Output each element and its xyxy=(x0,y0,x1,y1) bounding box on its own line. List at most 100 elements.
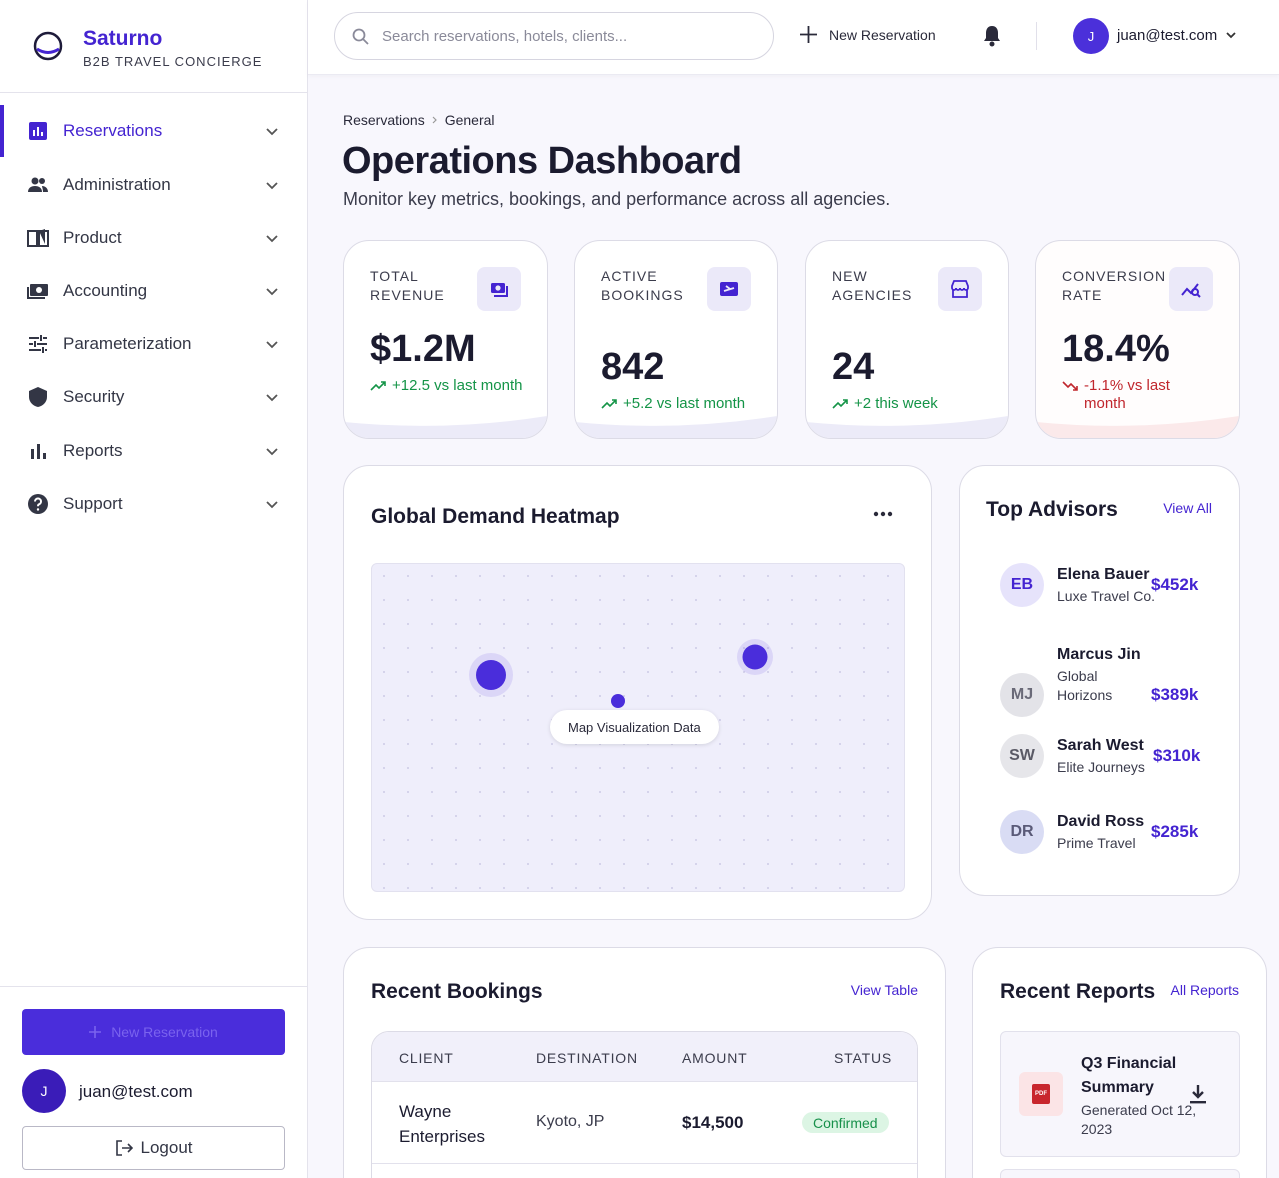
advisor-amount: $310k xyxy=(1153,746,1201,765)
logo xyxy=(33,31,63,61)
chevron xyxy=(1226,32,1236,39)
nav-item[interactable]: Support xyxy=(0,478,307,530)
all-reports-link[interactable]: All Reports xyxy=(1170,982,1239,998)
advisor-avatar: DR xyxy=(1000,810,1044,854)
kpi-value: 842 xyxy=(601,346,665,388)
user-email[interactable]: juan@test.com xyxy=(1117,27,1218,44)
advisor-item[interactable]: DR David Ross Prime Travel $285k xyxy=(1000,810,1220,874)
nav-item[interactable]: Parameterization xyxy=(0,318,307,370)
kpi-icon xyxy=(938,267,982,311)
kpi-label: NEW AGENCIES xyxy=(832,268,913,303)
card-wave xyxy=(1036,416,1239,438)
page-subtitle: Monitor key metrics, bookings, and perfo… xyxy=(343,189,891,209)
download-icon[interactable] xyxy=(1189,1084,1207,1104)
nav-icon xyxy=(31,444,46,459)
kpi-icon-glyph xyxy=(1181,283,1201,298)
column-header: DESTINATION xyxy=(536,1050,638,1066)
card-wave xyxy=(806,416,1008,438)
kpi-card: NEW AGENCIES 24 +2 this week xyxy=(805,240,1009,439)
nav-item[interactable]: Reservations xyxy=(0,105,307,157)
divider xyxy=(1036,22,1037,50)
view-table-link[interactable]: View Table xyxy=(850,982,918,998)
advisor-amount: $285k xyxy=(1151,822,1199,841)
plus-icon xyxy=(89,1026,102,1038)
trend-icon xyxy=(370,381,386,391)
more-menu[interactable] xyxy=(872,510,894,518)
nav-label: Security xyxy=(63,387,125,406)
card-title: Top Advisors xyxy=(986,498,1118,521)
status-badge: Confirmed xyxy=(802,1112,889,1133)
kpi-value: $1.2M xyxy=(370,328,476,370)
kpi-label: ACTIVE BOOKINGS xyxy=(601,268,684,303)
bookings-table: CLIENT DESTINATION AMOUNT STATUS Wayne E… xyxy=(371,1031,918,1178)
nav-label: Product xyxy=(63,228,122,247)
nav-icon xyxy=(29,122,47,140)
kpi-label: TOTAL REVENUE xyxy=(370,268,445,303)
kpi-change: +2 this week xyxy=(832,395,984,413)
link-label: New Reservation xyxy=(829,26,936,43)
notification-bell[interactable] xyxy=(981,24,1003,48)
chevron xyxy=(266,501,278,509)
cell-destination: Kyoto, JP xyxy=(536,1113,605,1130)
trend-icon xyxy=(832,399,848,409)
nav-label: Reservations xyxy=(63,121,163,140)
nav-item[interactable]: Security xyxy=(0,371,307,423)
reports-card: Recent Reports All Reports PDF Q3 Financ… xyxy=(972,947,1267,1178)
kpi-change: +12.5 vs last month xyxy=(370,377,523,395)
advisor-name: David Ross xyxy=(1057,813,1145,830)
kpi-icon-glyph xyxy=(491,283,508,297)
report-item[interactable] xyxy=(1000,1169,1240,1178)
table-row: Wayne Enterprises Kyoto, JP $14,500 Conf… xyxy=(372,1082,917,1164)
logout-icon xyxy=(115,1140,133,1156)
card-title: Recent Bookings xyxy=(371,980,543,1003)
page-title: Operations Dashboard xyxy=(342,140,742,182)
report-item[interactable]: PDF Q3 Financial Summary Generated Oct 1… xyxy=(1000,1031,1240,1157)
kpi-icon xyxy=(707,267,751,311)
trend-icon xyxy=(1062,381,1078,391)
column-header: CLIENT xyxy=(399,1050,454,1066)
kpi-icon xyxy=(1169,267,1213,311)
search-box[interactable]: Search reservations, hotels, clients... xyxy=(334,12,774,60)
nav-item[interactable]: Reports xyxy=(0,425,307,477)
card-title: Global Demand Heatmap xyxy=(371,505,620,528)
nav-label: Administration xyxy=(63,175,171,194)
avatar: J xyxy=(22,1069,66,1113)
advisor-avatar: SW xyxy=(1000,734,1044,778)
advisor-amount: $452k xyxy=(1151,575,1199,594)
advisor-item[interactable]: SW Sarah West Elite Journeys $310k xyxy=(1000,734,1220,798)
brand-name: Saturno xyxy=(83,27,163,50)
kpi-change-text: +12.5 vs last month xyxy=(392,377,523,394)
nav-item[interactable]: Product xyxy=(0,212,307,264)
kpi-value: 24 xyxy=(832,346,875,388)
nav-icon xyxy=(29,387,47,407)
advisor-company: Luxe Travel Co. xyxy=(1057,588,1156,604)
breadcrumb-separator xyxy=(432,116,437,124)
search-icon xyxy=(352,28,369,45)
nav-item[interactable]: Accounting xyxy=(0,265,307,317)
new-reservation-button[interactable]: New Reservation xyxy=(22,1009,285,1055)
pdf-icon: PDF xyxy=(1019,1072,1063,1116)
nav-item[interactable]: Administration xyxy=(0,159,307,211)
view-all-link[interactable]: View All xyxy=(1163,500,1212,516)
advisor-name: Marcus Jin xyxy=(1057,646,1141,663)
kpi-icon-glyph xyxy=(720,282,738,296)
kpi-card: ACTIVE BOOKINGS 842 +5.2 vs last month xyxy=(574,240,778,439)
cell-amount: $14,500 xyxy=(682,1113,744,1132)
button-label: Logout xyxy=(140,1138,193,1157)
map-label: Map Visualization Data xyxy=(550,710,719,744)
chevron xyxy=(266,182,278,190)
sidebar: Saturno B2B TRAVEL CONCIERGE Reservation… xyxy=(0,0,308,1178)
new-reservation-link[interactable]: New Reservation xyxy=(800,26,936,43)
logout-button[interactable]: Logout xyxy=(22,1126,285,1170)
kpi-card: TOTAL REVENUE $1.2M +12.5 vs last month xyxy=(343,240,548,439)
breadcrumb-item[interactable]: Reservations xyxy=(343,112,425,128)
advisor-item[interactable]: EB Elena Bauer Luxe Travel Co. $452k xyxy=(1000,563,1220,627)
nav-icon xyxy=(29,335,47,353)
pdf-icon-label: PDF xyxy=(1032,1084,1050,1104)
table-header: CLIENT DESTINATION AMOUNT STATUS xyxy=(372,1032,917,1082)
kpi-change: -1.1% vs last month xyxy=(1062,377,1215,413)
advisor-item[interactable]: MJ Marcus Jin Global Horizons $389k xyxy=(1000,646,1220,717)
kpi-change-text: -1.1% vs last month xyxy=(1084,377,1170,412)
advisors-card: Top Advisors View All EB Elena Bauer Luxe … xyxy=(959,465,1240,896)
chevron xyxy=(266,394,278,402)
